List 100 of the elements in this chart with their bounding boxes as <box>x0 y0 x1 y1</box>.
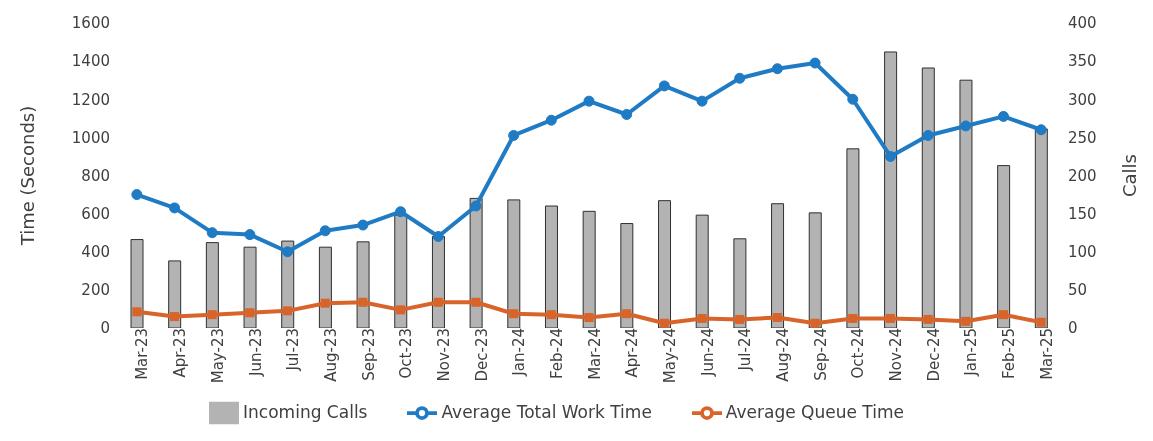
point <box>320 298 330 308</box>
x-tick-label: Mar-24 <box>585 328 604 380</box>
y-tick-label: 1600 <box>71 14 110 33</box>
bar <box>356 241 370 328</box>
point <box>282 246 294 258</box>
point <box>132 307 142 317</box>
x-tick-label: May-23 <box>208 328 227 384</box>
y2-tick-label: 150 <box>1068 204 1097 223</box>
y2-tick-label: 100 <box>1068 243 1097 262</box>
point <box>206 227 218 239</box>
point <box>696 95 708 107</box>
y-tick-label: 1400 <box>71 52 110 71</box>
bar <box>394 214 408 328</box>
legend-label: Incoming Calls <box>243 402 368 422</box>
point <box>358 297 368 307</box>
x-tick-label: Apr-24 <box>623 328 642 378</box>
point <box>546 310 556 320</box>
bar <box>884 51 898 328</box>
bar <box>846 148 860 328</box>
x-tick-label: Oct-24 <box>849 328 868 379</box>
x-tick-label: Nov-23 <box>434 328 453 382</box>
x-tick-label: Jan-24 <box>510 328 529 377</box>
bar <box>544 205 558 328</box>
point <box>697 313 707 323</box>
bar <box>130 239 144 328</box>
point <box>169 202 181 214</box>
point <box>357 219 369 231</box>
bar <box>771 203 785 328</box>
x-tick-label: Nov-24 <box>887 328 906 382</box>
point <box>131 189 143 201</box>
point <box>922 129 934 141</box>
bar <box>1034 128 1048 328</box>
point <box>170 312 180 322</box>
y-tick-label: 0 <box>100 319 110 338</box>
bar <box>205 242 219 328</box>
x-tick-label: Mar-23 <box>133 328 152 380</box>
point <box>207 310 217 320</box>
bar <box>507 199 521 328</box>
bar <box>620 223 634 328</box>
x-tick-label: Jan-25 <box>962 328 981 377</box>
point <box>772 313 782 323</box>
y2-tick-label: 350 <box>1068 52 1097 71</box>
point <box>884 150 896 162</box>
y-tick-label: 200 <box>81 281 110 300</box>
point <box>961 316 971 326</box>
point <box>809 57 821 69</box>
y-tick-label: 1000 <box>71 128 110 147</box>
y2-axis-title: Calls <box>1119 154 1141 197</box>
point <box>885 313 895 323</box>
point <box>545 114 557 126</box>
point <box>923 314 933 324</box>
x-tick-label: Aug-24 <box>774 328 793 382</box>
point <box>432 231 444 242</box>
y2-tick-label: 0 <box>1068 319 1078 338</box>
y-tick-label: 600 <box>81 204 110 223</box>
y2-tick-label: 50 <box>1068 281 1088 300</box>
point <box>509 309 519 319</box>
x-tick-label: Dec-24 <box>924 328 943 382</box>
point <box>658 80 670 92</box>
point <box>810 318 820 328</box>
point <box>1035 124 1047 136</box>
x-tick-label: Jun-24 <box>698 328 717 377</box>
y2-tick-label: 300 <box>1068 90 1097 109</box>
point <box>997 110 1009 122</box>
x-tick-label: Oct-23 <box>397 328 416 379</box>
point <box>319 225 331 237</box>
x-tick-label: Jul-24 <box>736 328 755 372</box>
y-tick-label: 800 <box>81 166 110 185</box>
point <box>960 120 972 132</box>
bar <box>658 200 672 328</box>
point <box>848 313 858 323</box>
y2-tick-label: 250 <box>1068 128 1097 147</box>
point <box>433 297 443 307</box>
bar <box>959 79 973 328</box>
y-axis-title: Time (Seconds) <box>17 105 39 247</box>
bar <box>808 212 822 328</box>
legend-label: Average Total Work Time <box>441 402 652 422</box>
x-tick-label: Jun-23 <box>246 328 265 377</box>
y2-tick-label: 400 <box>1068 14 1097 33</box>
point <box>283 306 293 316</box>
x-tick-label: Feb-25 <box>1000 328 1019 380</box>
bar <box>997 165 1011 328</box>
x-tick-label: Sep-23 <box>359 328 378 381</box>
point <box>396 305 406 315</box>
point <box>583 95 595 107</box>
x-tick-label: Feb-24 <box>547 328 566 380</box>
point <box>734 72 746 84</box>
point <box>621 109 633 120</box>
x-tick-label: Jul-23 <box>284 328 303 372</box>
bar <box>921 67 935 328</box>
point <box>998 310 1008 320</box>
legend-label: Average Queue Time <box>725 402 904 422</box>
x-tick-label: Apr-23 <box>171 328 190 378</box>
point <box>244 229 256 241</box>
bar <box>695 214 709 328</box>
point <box>1036 317 1046 327</box>
x-tick-label: Aug-23 <box>321 328 340 382</box>
x-tick-label: May-24 <box>661 328 680 384</box>
bar <box>733 238 747 328</box>
x-tick-label: Dec-23 <box>472 328 491 382</box>
